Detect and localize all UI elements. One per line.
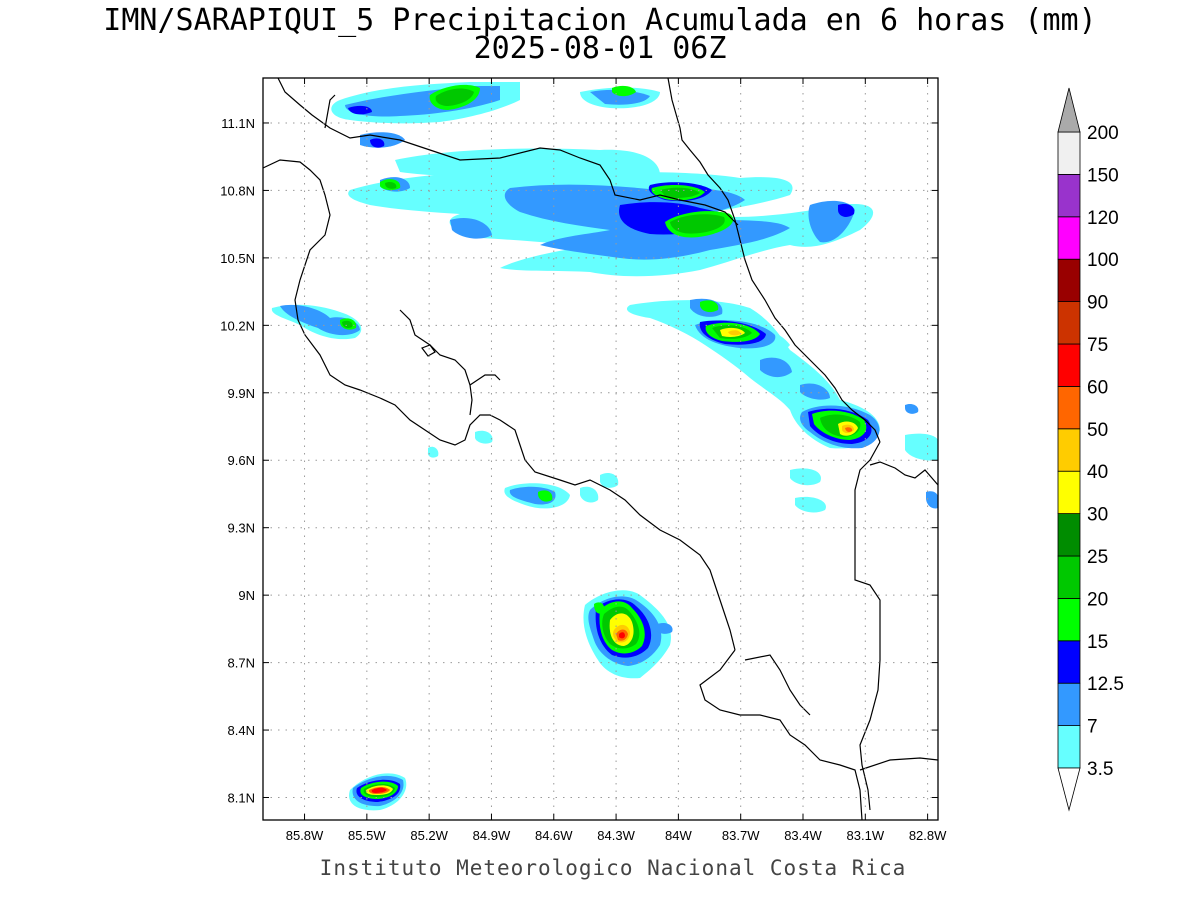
- lon-tick-label: 85.8W: [286, 828, 324, 843]
- lat-tick-label: 8.1N: [228, 791, 255, 806]
- colorbar-label: 12.5: [1087, 674, 1124, 695]
- colorbar-legend: 3.5 7 12.5 15 20 25 30 40 50 60 75 90 100 120 150 200: [1057, 87, 1124, 812]
- lon-tick-label: 83.4W: [784, 828, 822, 843]
- colorbar-label: 50: [1087, 420, 1108, 441]
- colorbar-swatch: [1057, 258, 1081, 303]
- lat-tick-label: 10.5N: [220, 251, 255, 266]
- lat-tick-label: 10.2N: [220, 318, 255, 333]
- precipitation-field: [271, 82, 938, 811]
- lat-tick-label: 10.8N: [220, 183, 255, 198]
- colorbar-swatch: [1057, 555, 1081, 599]
- footer-credit: Instituto Meteorologico Nacional Costa R…: [319, 856, 907, 880]
- colorbar-swatch: [1057, 470, 1081, 515]
- colorbar-swatch: [1057, 725, 1081, 769]
- colorbar-swatch: [1057, 640, 1081, 684]
- lon-tick-label: 84.9W: [473, 828, 511, 843]
- colorbar-swatch: [1057, 216, 1081, 260]
- colorbar-swatch: [1057, 131, 1081, 175]
- lon-tick-label: 83.7W: [722, 828, 760, 843]
- colorbar-label: 150: [1087, 165, 1119, 186]
- lat-tick-label: 11.1N: [221, 116, 255, 131]
- colorbar-swatch: [1057, 173, 1081, 218]
- colorbar-label: 3.5: [1087, 759, 1113, 780]
- colorbar-label: 200: [1087, 123, 1119, 144]
- map-valid-time: 2025-08-01 06Z: [473, 31, 727, 66]
- colorbar-label: 30: [1087, 505, 1108, 526]
- colorbar-swatch: [1057, 682, 1081, 727]
- map-gridlines: [263, 78, 938, 820]
- colorbar-swatch: [1057, 343, 1081, 387]
- colorbar-label: 25: [1087, 547, 1108, 568]
- lon-tick-label: 85.5W: [348, 828, 386, 843]
- colorbar-swatch: [1057, 385, 1081, 430]
- lon-axis: 85.8W 85.5W 85.2W 84.9W 84.6W 84.3W 84W 83.7W 83…: [286, 78, 947, 843]
- lon-tick-label: 84.3W: [597, 828, 635, 843]
- colorbar-swatch: [1057, 598, 1081, 642]
- colorbar-label: 60: [1087, 377, 1108, 398]
- lat-tick-label: 8.4N: [228, 723, 255, 738]
- colorbar-swatch: [1057, 301, 1081, 345]
- colorbar-label: 15: [1087, 632, 1108, 653]
- lat-tick-label: 9.3N: [228, 521, 255, 536]
- colorbar-under-arrow: [1057, 767, 1081, 812]
- colorbar-label: 90: [1087, 293, 1108, 314]
- map-title: IMN/SARAPIQUI_5 Precipitacion Acumulada …: [103, 3, 1097, 38]
- colorbar-label: 75: [1087, 335, 1108, 356]
- lat-tick-label: 9.9N: [228, 386, 255, 401]
- lon-tick-label: 84.6W: [535, 828, 573, 843]
- colorbar-label: 100: [1087, 250, 1119, 271]
- colorbar-swatch: [1057, 513, 1081, 557]
- lat-tick-label: 8.7N: [228, 656, 255, 671]
- lon-tick-label: 83.1W: [847, 828, 885, 843]
- precip-band-30-40: [365, 327, 858, 795]
- lat-axis: 11.1N 10.8N 10.5N 10.2N 9.9N 9.6N 9.3N 9N 8.7N 8.…: [220, 116, 938, 806]
- lon-tick-label: 82.8W: [909, 828, 947, 843]
- coastline-borders: [263, 78, 938, 820]
- colorbar-label: 40: [1087, 462, 1108, 483]
- colorbar-label: 120: [1087, 208, 1119, 229]
- colorbar-over-arrow: [1057, 87, 1081, 133]
- lat-tick-label: 9N: [238, 588, 255, 603]
- lon-tick-label: 84W: [665, 828, 692, 843]
- colorbar-label: 7: [1087, 717, 1098, 738]
- map-frame: [262, 77, 939, 821]
- lon-tick-label: 85.2W: [410, 828, 448, 843]
- colorbar-swatch: [1057, 428, 1081, 472]
- colorbar-label: 20: [1087, 589, 1108, 610]
- lat-tick-label: 9.6N: [228, 453, 255, 468]
